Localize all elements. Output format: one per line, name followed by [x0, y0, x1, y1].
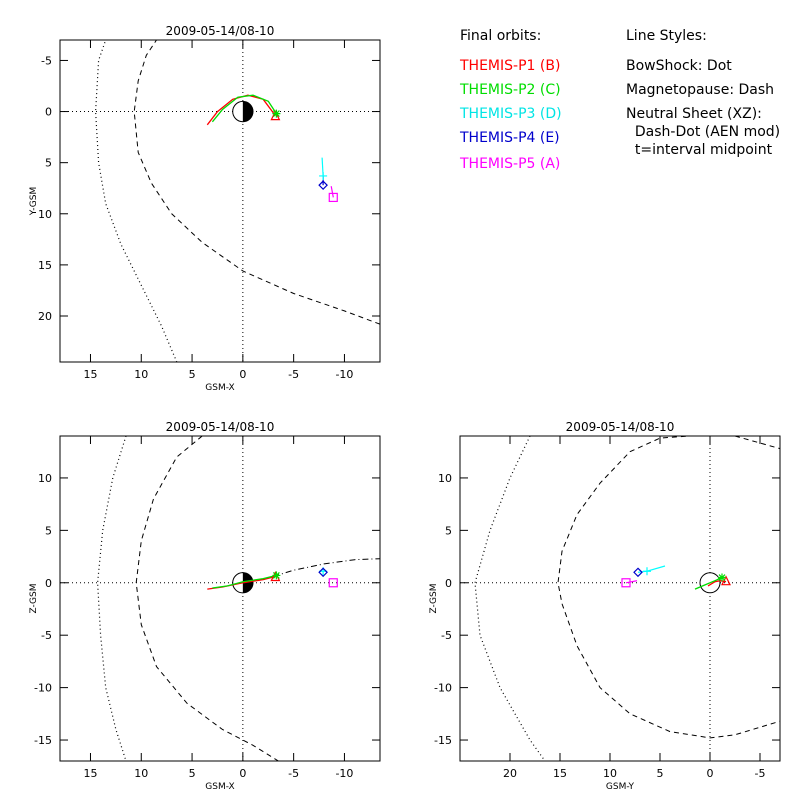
- x-axis-label: GSM-X: [205, 383, 234, 393]
- y-tick-label: 0: [45, 106, 52, 119]
- bowshock-line: [94, 40, 178, 362]
- x-tick-label: 10: [134, 368, 148, 381]
- probe-track: [637, 565, 666, 573]
- bowshock-line: [474, 436, 546, 761]
- p2-marker: [272, 109, 281, 118]
- panel-xz: 15 10 5 0 -5 -10 10 5 0 -5 -10 -15 2009-05-14/08-10 G…: [29, 420, 381, 792]
- orbits-legend-title: Final orbits:: [460, 28, 542, 44]
- probe-track: [330, 186, 334, 198]
- x-tick-label: 5: [189, 767, 196, 780]
- orbit-line-2: [212, 574, 277, 589]
- neutral-sheet-line: [273, 558, 380, 577]
- y-tick-label: 0: [445, 577, 452, 590]
- y-tick-label: 15: [38, 259, 52, 272]
- p4-marker: [318, 567, 328, 578]
- x-axis-label: GSM-X: [205, 782, 234, 792]
- legend-orbit-p4: THEMIS-P4 (E): [460, 130, 560, 146]
- y-tick-label: 5: [45, 157, 52, 170]
- panel-yz: 20 15 10 5 0 -5 10 5 0 -5 -10 -15 2009-05-14/08-10 GS…: [429, 420, 781, 792]
- y-tick-label: 0: [45, 577, 52, 590]
- orbit-line-2: [211, 94, 277, 123]
- legend-orbit-p2: THEMIS-P2 (C): [460, 82, 561, 98]
- magnetopause-line: [133, 40, 380, 325]
- y-axis-label: Y-GSM: [29, 187, 39, 216]
- x-tick-label: 0: [239, 368, 246, 381]
- legend-orbit-p5: THEMIS-P5 (A): [460, 156, 561, 172]
- x-tick-label: -5: [288, 767, 299, 780]
- x-tick-label: 15: [83, 368, 97, 381]
- x-tick-label: -10: [335, 767, 353, 780]
- x-tick-label: 20: [503, 767, 517, 780]
- earth-night-side-icon: [242, 572, 254, 593]
- p1-marker: [721, 575, 731, 586]
- panel-title: 2009-05-14/08-10: [566, 420, 675, 434]
- y-tick-label: -15: [434, 734, 452, 747]
- magnetopause-line: [557, 436, 780, 739]
- y-tick-label: -15: [34, 734, 52, 747]
- line-style-bowshock: BowShock: Dot: [626, 58, 732, 74]
- plot-frame: [459, 435, 781, 762]
- line-style-dash-dot: Dash-Dot (AEN mod): [626, 124, 781, 140]
- panel-xy: 15 10 5 0 -5 -10 -5 0 5 10 15 20 2009-05-14/08-10 GSM…: [29, 24, 381, 393]
- orbit-line-2: [694, 576, 723, 590]
- x-tick-label: 10: [603, 767, 617, 780]
- x-tick-label: 15: [553, 767, 567, 780]
- y-tick-label: 20: [38, 310, 52, 323]
- p3-marker: [319, 171, 328, 180]
- plot-frame: [59, 39, 381, 363]
- x-tick-label: 0: [707, 767, 714, 780]
- x-tick-label: -5: [288, 368, 299, 381]
- p2-marker: [718, 573, 726, 582]
- p4-marker: [318, 180, 328, 191]
- x-axis-label: GSM-Y: [606, 782, 635, 792]
- panel-title: 2009-05-14/08-10: [166, 420, 275, 434]
- earth-night-side-icon: [242, 101, 254, 122]
- panel-content: [94, 40, 380, 362]
- y-axis-label: Z-GSM: [429, 583, 439, 613]
- legend-orbit-p1: THEMIS-P1 (B): [460, 58, 561, 74]
- line-style-neutral-sheet: Neutral Sheet (XZ):: [626, 106, 762, 122]
- line-style-magnetopause: Magnetopause: Dash: [626, 82, 775, 98]
- orbit-line-1: [707, 580, 727, 587]
- line-styles-title: Line Styles:: [626, 28, 707, 44]
- p3-marker: [643, 567, 651, 576]
- x-tick-label: 0: [239, 767, 246, 780]
- magnetopause-line: [135, 436, 279, 761]
- x-tick-label: 10: [134, 767, 148, 780]
- y-tick-label: -5: [41, 629, 52, 642]
- y-tick-label: 10: [38, 208, 52, 221]
- line-style-midpoint-note: t=interval midpoint: [626, 142, 773, 158]
- bowshock-line: [96, 436, 127, 761]
- y-tick-label: -5: [441, 629, 452, 642]
- p2-marker: [272, 571, 281, 580]
- y-tick-label: 10: [438, 472, 452, 485]
- y-tick-label: 10: [38, 472, 52, 485]
- p4-marker: [633, 567, 643, 578]
- panel-content: [96, 436, 380, 761]
- p5-marker: [328, 578, 338, 588]
- y-tick-label: 5: [445, 524, 452, 537]
- y-tick-label: 5: [45, 524, 52, 537]
- panel-title: 2009-05-14/08-10: [166, 24, 275, 38]
- x-tick-label: 15: [83, 767, 97, 780]
- probe-track: [625, 580, 638, 584]
- plot-frame: [59, 435, 381, 762]
- p5-marker: [328, 192, 338, 203]
- x-tick-label: -10: [335, 368, 353, 381]
- panel-content: [474, 436, 780, 761]
- p5-marker: [621, 578, 631, 588]
- p1-marker: [270, 110, 281, 121]
- legend-orbit-p3: THEMIS-P3 (D): [460, 106, 562, 122]
- y-tick-label: -5: [41, 54, 52, 67]
- x-tick-label: 5: [657, 767, 664, 780]
- y-tick-label: -10: [34, 682, 52, 695]
- x-tick-label: -5: [755, 767, 766, 780]
- y-axis-label: Z-GSM: [29, 583, 39, 613]
- y-tick-label: -10: [434, 682, 452, 695]
- x-tick-label: 5: [189, 368, 196, 381]
